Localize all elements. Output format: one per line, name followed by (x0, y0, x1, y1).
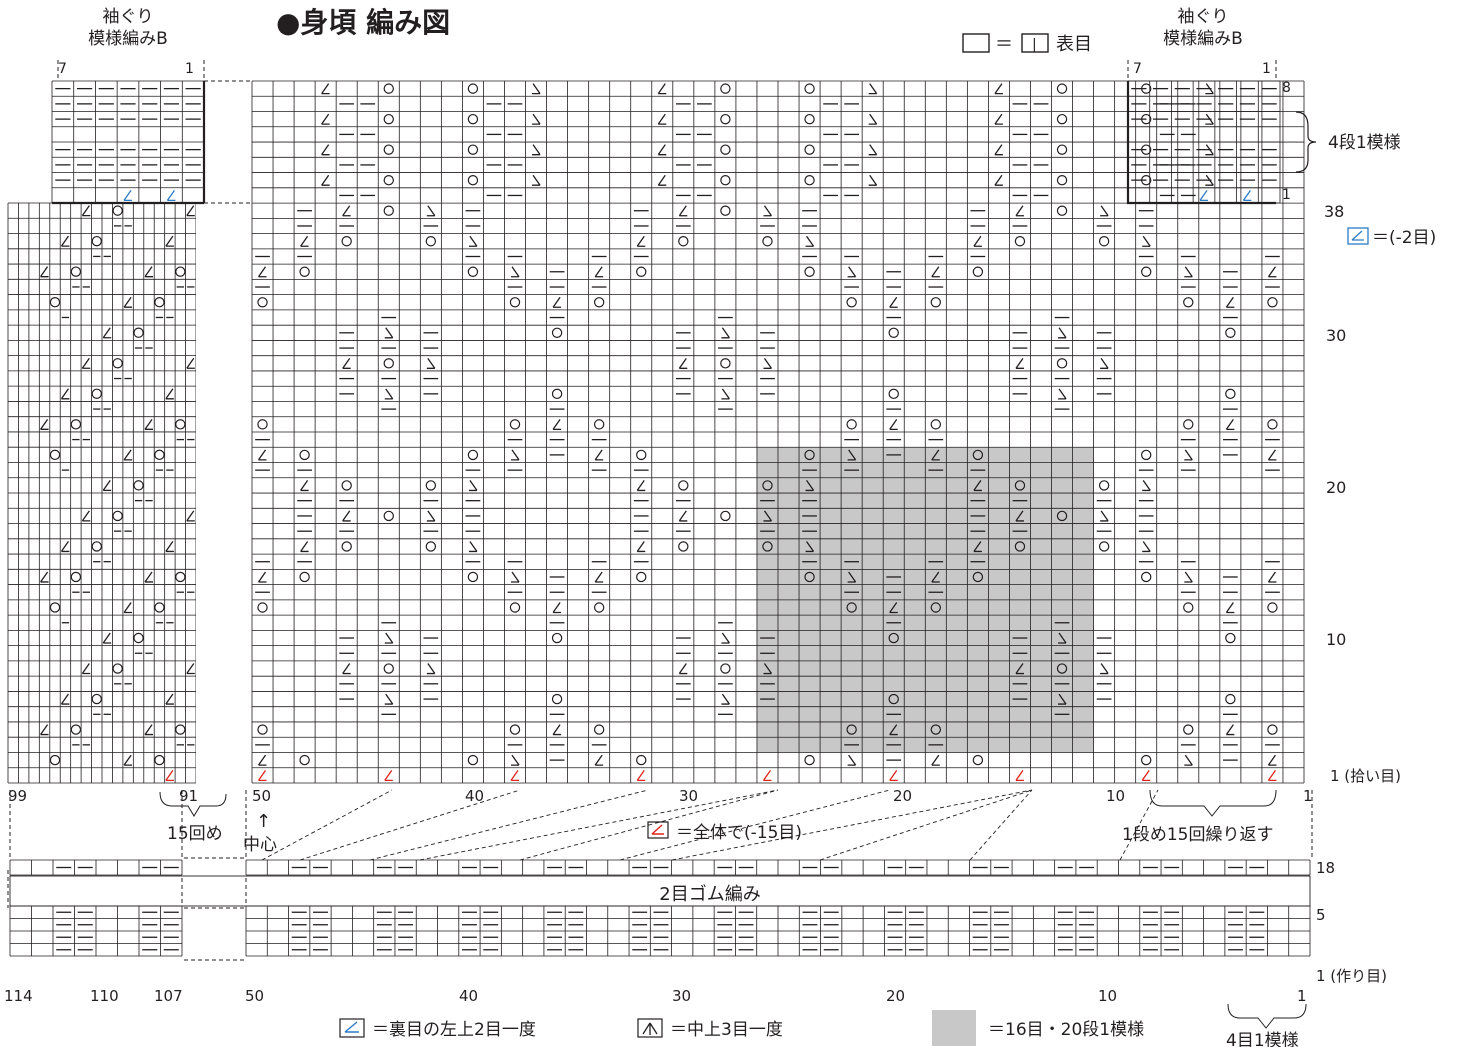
row1-repeat-label: 1段め15回繰り返す (1122, 825, 1273, 845)
svg-text:模様編みB: 模様編みB (88, 29, 168, 49)
four-row-brace (1295, 111, 1317, 173)
svg-text:袖ぐり: 袖ぐり (1178, 7, 1229, 27)
rib-col-numbers: 114 110 107 50 40 30 20 10 1 (4, 987, 1307, 1005)
armhole-left-grid (51, 80, 205, 204)
svg-text:|: | (1032, 37, 1037, 53)
legend-blue-dec: ＝裏目の左上2目一度 (339, 1018, 536, 1040)
svg-text:1: 1 (1303, 787, 1313, 805)
armhole-right-label: 袖ぐり 模様編みB (1163, 7, 1243, 49)
body-col-numbers: 99 91 50 40 30 20 10 1 (8, 787, 1313, 805)
body-grid (251, 80, 1305, 784)
legend-gray-motif: ＝16目・20段1模様 (932, 1010, 1144, 1046)
svg-text:＝16目・20段1模様: ＝16目・20段1模様 (988, 1020, 1144, 1040)
page-title: ●身頃 編み図 (276, 6, 450, 39)
svg-text:20: 20 (886, 987, 905, 1005)
center-arrow: ↑ (256, 811, 271, 832)
armhole-right-col-7: 7 (1133, 61, 1142, 77)
body-row-38: 38 (1324, 202, 1344, 221)
chart-grids (7, 60, 1313, 961)
row1-repeat-brace (1149, 789, 1277, 817)
center-label: 中心 (243, 835, 277, 855)
svg-text:表目: 表目 (1056, 34, 1092, 55)
legend-purl-dec: ＝(-2目) (1347, 227, 1436, 248)
svg-text:40: 40 (465, 787, 484, 805)
svg-text:＝裏目の左上2目一度: ＝裏目の左上2目一度 (372, 1019, 536, 1040)
svg-text:91: 91 (179, 787, 198, 805)
rib-top-right (245, 859, 1311, 876)
rib-bottom-left (9, 905, 183, 957)
four-row-label: 4段1模様 (1328, 133, 1401, 153)
four-stitch-label: 4目1模様 (1226, 1031, 1299, 1047)
repeat-15-label: 15回め (167, 824, 223, 844)
svg-text:114: 114 (4, 987, 33, 1005)
body-row-30: 30 (1326, 326, 1346, 345)
svg-text:107: 107 (154, 987, 183, 1005)
svg-text:模様編みB: 模様編みB (1163, 29, 1243, 49)
svg-text:30: 30 (679, 787, 698, 805)
four-stitch-brace (1227, 1003, 1307, 1029)
legend-red-dec: ＝全体で(-15目) (647, 821, 802, 843)
svg-text:50: 50 (245, 987, 264, 1005)
rib-top-left (9, 859, 183, 876)
svg-text:＝中上3目一度: ＝中上3目一度 (670, 1020, 783, 1040)
svg-text:＝(-2目): ＝(-2目) (1372, 228, 1436, 248)
repeat-15-brace (159, 791, 227, 817)
armhole-left-col-1: 1 (185, 61, 194, 77)
body-row-10: 10 (1326, 630, 1346, 649)
svg-text:1: 1 (1297, 987, 1307, 1005)
legend-knit: ＝ | 表目 (962, 33, 1092, 55)
armhole-left-label: 袖ぐり 模様編みB (88, 7, 168, 49)
svg-text:＝全体で(-15目): ＝全体で(-15目) (676, 823, 802, 843)
armhole-row-1: 1 (1282, 187, 1291, 203)
svg-text:99: 99 (8, 787, 27, 805)
svg-text:＝: ＝ (995, 34, 1013, 55)
svg-text:20: 20 (893, 787, 912, 805)
armhole-left-col-7: 7 (58, 61, 67, 77)
body-row-20: 20 (1326, 478, 1346, 497)
armhole-right-grid (1127, 80, 1281, 204)
ribbing-label: 2目ゴム編み (659, 884, 760, 905)
left-body-grid (7, 202, 197, 784)
svg-text:110: 110 (90, 987, 119, 1005)
armhole-right-col-1: 1 (1262, 61, 1271, 77)
svg-text:10: 10 (1106, 787, 1125, 805)
svg-text:50: 50 (252, 787, 271, 805)
rib-row-18: 18 (1316, 859, 1335, 877)
rib-row-1-caston: 1 (作り目) (1316, 967, 1387, 985)
svg-text:袖ぐり: 袖ぐり (103, 7, 154, 27)
armhole-row-8: 8 (1282, 80, 1291, 96)
svg-text:30: 30 (672, 987, 691, 1005)
legend-cdd: ＝中上3目一度 (637, 1018, 783, 1040)
body-row-1-pickup: 1 (拾い目) (1330, 767, 1401, 785)
svg-text:40: 40 (459, 987, 478, 1005)
rib-row-5: 5 (1316, 906, 1326, 924)
svg-text:10: 10 (1098, 987, 1117, 1005)
rib-bottom-right (245, 905, 1311, 957)
